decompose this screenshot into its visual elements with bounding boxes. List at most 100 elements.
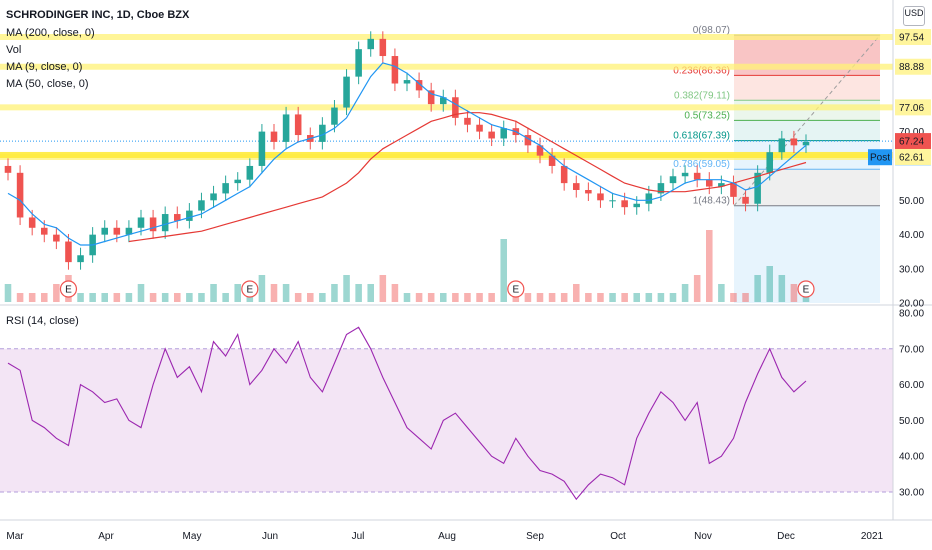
candle-body xyxy=(355,49,362,77)
earnings-marker-label: E xyxy=(246,285,253,296)
price-badge xyxy=(895,133,931,150)
volume-bar xyxy=(53,284,60,302)
candle-body xyxy=(234,179,242,184)
volume-bar xyxy=(222,293,229,302)
volume-bar xyxy=(282,284,290,302)
volume-bar xyxy=(730,293,737,302)
level-band-1 xyxy=(0,63,893,70)
time-tick-label: Apr xyxy=(98,531,114,542)
candle-body xyxy=(16,172,24,218)
time-tick-label: Nov xyxy=(694,531,712,542)
volume-bar xyxy=(536,293,544,302)
fib-zone-0.5 xyxy=(734,120,880,141)
candle-body xyxy=(403,80,411,84)
candle-body xyxy=(790,138,798,146)
time-tick-label: Dec xyxy=(777,531,795,542)
rsi-pane[interactable] xyxy=(0,326,893,501)
level-band-0 xyxy=(0,34,893,40)
currency-top: USD xyxy=(904,8,924,18)
candle-body xyxy=(65,241,72,263)
earnings-marker xyxy=(507,280,525,298)
rsi-tick-label: 70.00 xyxy=(899,344,924,355)
volume-bar xyxy=(198,293,205,302)
time-tick-label: Aug xyxy=(438,531,456,542)
volume-bar xyxy=(306,293,314,302)
volume-bar xyxy=(258,275,266,302)
volume-bar xyxy=(4,284,12,302)
candle-body xyxy=(657,183,665,194)
volume-bar xyxy=(173,293,181,302)
volume-bar xyxy=(524,293,532,302)
price-badge xyxy=(895,99,931,116)
candle-body xyxy=(173,214,181,221)
earnings-marker xyxy=(797,280,815,298)
price-tick-label: 50.00 xyxy=(899,196,924,207)
volume-bar xyxy=(585,293,592,302)
price-tick-label: 67.24 xyxy=(899,137,924,148)
candle-body xyxy=(270,131,278,142)
earnings-marker xyxy=(241,280,259,298)
candle-body xyxy=(53,234,60,242)
price-tick-label: 88.88 xyxy=(899,62,924,73)
candle-body xyxy=(476,124,483,132)
candle-body xyxy=(500,128,508,139)
candle-body xyxy=(40,227,48,235)
fib-zone-0.382 xyxy=(734,100,880,121)
volume-bar xyxy=(645,293,653,302)
volume-bar xyxy=(331,284,338,302)
volume-bar xyxy=(560,293,568,302)
price-tick-label: 77.06 xyxy=(899,103,924,114)
volume-bar xyxy=(621,293,628,302)
volume-bar xyxy=(452,293,459,302)
price-pane[interactable]: 0(98.07) 0.236(86.36) 0.382(79.11) 0.5(73.2… xyxy=(0,25,893,303)
candle-body xyxy=(319,124,326,142)
price-tick-label: 97.54 xyxy=(899,33,924,44)
candle-body xyxy=(427,90,435,105)
candle-body xyxy=(621,200,628,208)
volume-bar xyxy=(705,230,713,302)
candle-body xyxy=(28,217,36,228)
ma50-line xyxy=(128,112,807,243)
volume-bar xyxy=(294,293,302,302)
price-badge xyxy=(895,58,931,75)
volume-bar xyxy=(403,293,411,302)
volume-bar xyxy=(633,293,641,302)
rsi-tick-label: 80.00 xyxy=(899,309,924,320)
time-tick-label: Jun xyxy=(262,531,278,542)
candle-body xyxy=(730,183,737,197)
volume-bar xyxy=(693,275,701,302)
candle-body xyxy=(186,210,193,221)
fib-label-0.5: 0.5(73.25) xyxy=(684,110,730,121)
candle-body xyxy=(597,193,604,201)
volume-bar xyxy=(657,293,665,302)
rsi-tick-label: 40.00 xyxy=(899,452,924,463)
candle-body xyxy=(705,179,713,187)
level-band-2 xyxy=(0,104,893,111)
volume-bar xyxy=(16,293,24,302)
candle-body xyxy=(198,200,205,211)
candle-body xyxy=(101,227,109,235)
rsi-line xyxy=(7,326,807,501)
time-tick-label: 2021 xyxy=(861,531,884,542)
volume-bar xyxy=(186,293,193,302)
price-tick-label: 40.00 xyxy=(899,230,924,241)
candle-body xyxy=(464,117,471,125)
chart-title: SCHRODINGER INC, 1D, Cboe BZX xyxy=(6,9,190,21)
currency-button[interactable]: USD xyxy=(903,6,925,26)
volume-bar xyxy=(343,275,350,302)
candle-body xyxy=(391,56,399,84)
candle-body xyxy=(609,200,616,202)
candle-body xyxy=(548,155,556,166)
volume-bar xyxy=(548,293,556,302)
volume-bar xyxy=(210,284,217,302)
volume-bar xyxy=(125,293,133,302)
candle-body xyxy=(572,183,580,190)
candle-body xyxy=(802,141,810,146)
post-badge xyxy=(868,149,892,166)
earnings-marker-label: E xyxy=(512,285,519,296)
candle-body xyxy=(585,189,592,194)
volume-bar xyxy=(149,293,157,302)
price-tick-label: 70.00 xyxy=(899,127,924,138)
